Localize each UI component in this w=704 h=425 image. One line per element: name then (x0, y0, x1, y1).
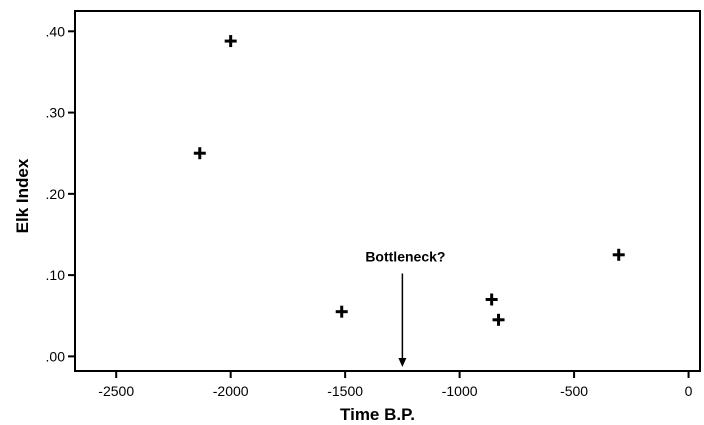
annotations: Bottleneck? (365, 248, 445, 367)
data-point (612, 248, 625, 261)
x-tick-label: -1000 (442, 383, 478, 399)
x-tick-label: -500 (560, 383, 588, 399)
data-point (492, 313, 505, 326)
y-tick-label: .40 (46, 23, 66, 39)
y-axis: .00 .10 .20 .30 .40 (46, 23, 75, 364)
y-tick-label: .30 (46, 105, 66, 121)
y-tick-label: .00 (46, 348, 66, 364)
y-tick-label: .10 (46, 267, 66, 283)
y-axis-title: Elk Index (13, 158, 32, 233)
x-axis-title: Time B.P. (340, 405, 415, 424)
data-point (193, 147, 206, 160)
data-point (224, 35, 237, 48)
x-tick-label: 0 (685, 383, 693, 399)
data-point (335, 305, 348, 318)
x-tick-label: -2000 (213, 383, 249, 399)
plot-frame (74, 10, 701, 372)
data-points (193, 35, 625, 326)
x-tick-label: -2500 (98, 383, 134, 399)
x-tick-label: -1500 (327, 383, 363, 399)
x-axis: -2500 -2000 -1500 -1000 -500 0 (98, 371, 693, 399)
y-tick-label: .20 (46, 186, 66, 202)
annotation-arrowhead (398, 358, 407, 367)
data-point (485, 293, 498, 306)
annotation-label: Bottleneck? (365, 248, 445, 264)
